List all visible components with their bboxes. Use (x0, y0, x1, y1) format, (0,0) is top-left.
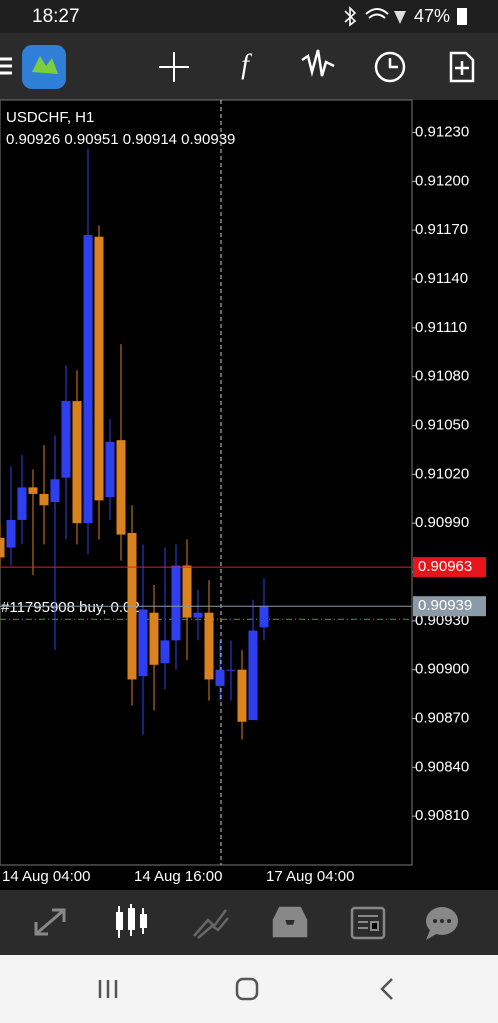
bottom-nav (0, 890, 498, 955)
ohlc-readout: 0.90926 0.90951 0.90914 0.90939 (6, 131, 235, 148)
candle-body (259, 606, 269, 628)
candle-body (6, 519, 16, 548)
y-tick-label: 0.91230 (415, 124, 469, 141)
candle-body (17, 487, 27, 520)
ask-price: 0.90963 (418, 558, 472, 575)
indicators-button[interactable]: f (241, 49, 252, 80)
status-bar (0, 0, 498, 33)
y-tick-label: 0.90840 (415, 758, 469, 775)
battery-icon (457, 8, 467, 25)
system-nav (0, 955, 498, 1023)
candle-body (193, 612, 203, 618)
bid-tag (413, 596, 486, 617)
quotes-tab[interactable] (34, 908, 66, 936)
bid-price: 0.90939 (418, 597, 472, 614)
bluetooth-icon (344, 6, 357, 27)
y-tick-label: 0.91140 (415, 270, 468, 287)
candle-body (182, 565, 192, 618)
chart-area[interactable] (0, 99, 413, 866)
ask-tag (413, 557, 486, 578)
candle-body (39, 493, 49, 506)
y-tick-label: 0.91080 (415, 368, 469, 385)
y-tick-label: 0.91020 (415, 465, 469, 482)
chat-tab[interactable] (426, 907, 458, 940)
y-tick-label: 0.90990 (415, 514, 469, 531)
candle-body (61, 401, 71, 478)
battery-level: 47% (414, 6, 450, 26)
candle-body (149, 612, 159, 665)
home-button[interactable] (235, 977, 259, 1001)
timeframe-button[interactable] (374, 51, 406, 83)
candle-body (105, 441, 115, 498)
candle-body (237, 669, 247, 722)
news-tab[interactable] (350, 906, 386, 940)
y-tick-label: 0.91200 (415, 172, 469, 189)
candle-body (28, 487, 38, 494)
y-tick-label: 0.90810 (415, 807, 469, 824)
candle-body (215, 669, 225, 686)
candle-body (83, 235, 93, 524)
candle-body (94, 236, 104, 501)
candle-body (72, 401, 82, 524)
candle-body (248, 630, 258, 721)
candle-body (0, 537, 5, 558)
x-tick-label: 14 Aug 04:00 (2, 868, 90, 885)
back-button[interactable] (380, 978, 393, 1000)
symbol-title: USDCHF, H1 (6, 109, 94, 126)
recents-button[interactable] (98, 980, 118, 998)
logo-mark (32, 56, 58, 74)
y-tick-label: 0.90870 (415, 709, 469, 726)
y-tick-label: 0.91110 (415, 319, 467, 336)
wifi-icon (365, 8, 389, 19)
candle-body (160, 640, 170, 664)
candle-body (50, 479, 60, 503)
y-tick-label: 0.90900 (415, 661, 469, 678)
candle-body (138, 609, 148, 677)
x-tick-label: 17 Aug 04:00 (266, 868, 354, 885)
clock: 18:27 (32, 6, 80, 27)
crosshair-button[interactable] (159, 52, 189, 82)
signal-icon (394, 11, 406, 24)
menu-button[interactable] (0, 57, 12, 75)
history-tab[interactable] (272, 906, 308, 938)
new-order-button[interactable] (449, 51, 475, 83)
candle-body (171, 565, 181, 641)
candle-body (204, 612, 214, 680)
candle-body (226, 669, 236, 671)
y-tick-label: 0.91170 (415, 221, 468, 238)
toolbar (0, 33, 498, 100)
y-tick-label: 0.91050 (415, 417, 469, 434)
x-tick-label: 14 Aug 16:00 (134, 868, 222, 885)
objects-button[interactable] (301, 49, 335, 77)
candle-body (116, 440, 126, 535)
trade-tab[interactable] (193, 909, 229, 939)
chart-tab[interactable] (116, 904, 147, 938)
order-label: #11795908 buy, 0.02 (1, 599, 140, 616)
